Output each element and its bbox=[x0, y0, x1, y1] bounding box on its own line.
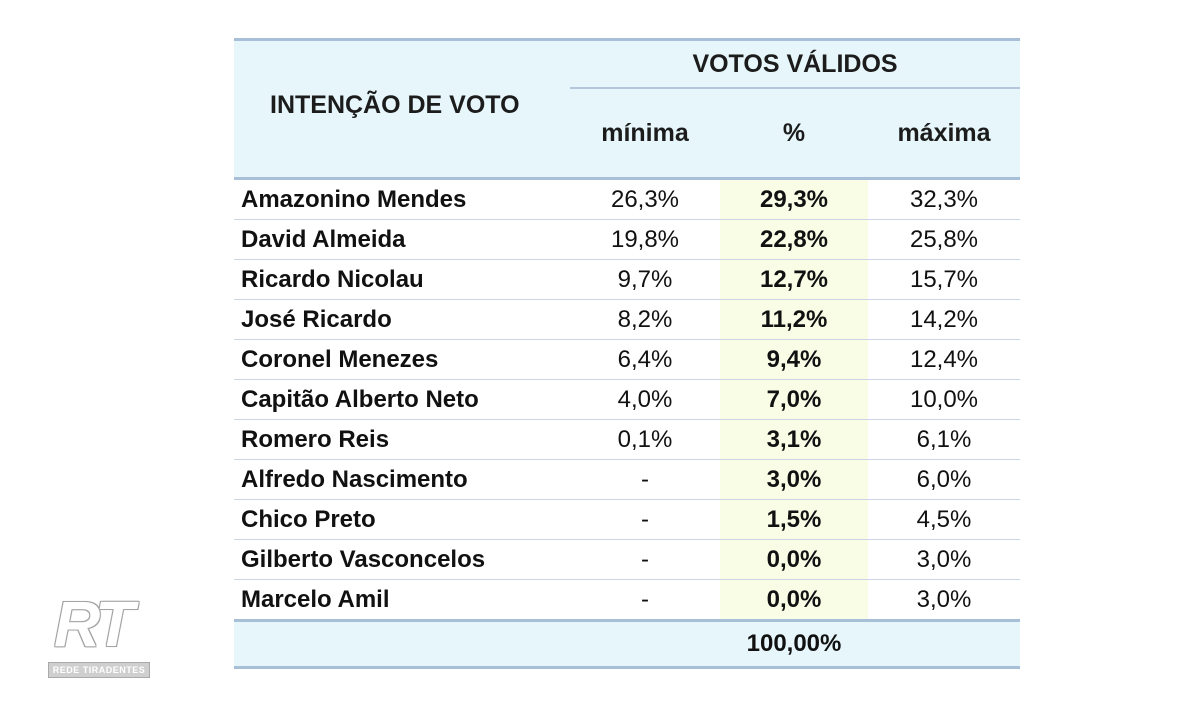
value-minima: 26,3% bbox=[570, 180, 720, 220]
value-maxima: 6,1% bbox=[868, 419, 1021, 460]
candidate-name: David Almeida bbox=[234, 219, 570, 260]
header-row-bottom: mínima % máxima bbox=[234, 88, 1021, 179]
candidate-name: Marcelo Amil bbox=[234, 579, 570, 621]
total-value: 100,00% bbox=[720, 619, 868, 669]
value-minima: - bbox=[570, 539, 720, 580]
column-header-minima: mínima bbox=[570, 88, 720, 179]
value-minima: 4,0% bbox=[570, 379, 720, 420]
value-maxima: 3,0% bbox=[868, 539, 1021, 580]
total-empty-cell bbox=[234, 619, 570, 669]
table-row: Marcelo Amil - 0,0% 3,0% bbox=[234, 579, 1021, 621]
table-row: Ricardo Nicolau 9,7% 12,7% 15,7% bbox=[234, 259, 1021, 300]
group-header-votos-validos: VOTOS VÁLIDOS bbox=[570, 38, 1021, 89]
value-maxima: 3,0% bbox=[868, 579, 1021, 621]
column-header-maxima: máxima bbox=[868, 88, 1021, 179]
poll-table: INTENÇÃO DE VOTO VOTOS VÁLIDOS mínima % … bbox=[234, 38, 1021, 669]
value-minima: 8,2% bbox=[570, 299, 720, 340]
value-percent: 22,8% bbox=[720, 219, 868, 260]
table-row: Alfredo Nascimento - 3,0% 6,0% bbox=[234, 459, 1021, 500]
value-maxima: 10,0% bbox=[868, 379, 1021, 420]
candidate-name: Ricardo Nicolau bbox=[234, 259, 570, 300]
value-minima: 6,4% bbox=[570, 339, 720, 380]
channel-logo: RT REDE TIRADENTES bbox=[48, 592, 170, 678]
table-row: Gilberto Vasconcelos - 0,0% 3,0% bbox=[234, 539, 1021, 580]
value-minima: 0,1% bbox=[570, 419, 720, 460]
value-minima: - bbox=[570, 459, 720, 500]
value-maxima: 12,4% bbox=[868, 339, 1021, 380]
candidate-name: Amazonino Mendes bbox=[234, 180, 570, 220]
poll-table-container: INTENÇÃO DE VOTO VOTOS VÁLIDOS mínima % … bbox=[234, 38, 1021, 669]
value-percent: 11,2% bbox=[720, 299, 868, 340]
candidate-name: Alfredo Nascimento bbox=[234, 459, 570, 500]
value-minima: 19,8% bbox=[570, 219, 720, 260]
table-row: José Ricardo 8,2% 11,2% 14,2% bbox=[234, 299, 1021, 340]
value-maxima: 25,8% bbox=[868, 219, 1021, 260]
total-empty-cell bbox=[868, 619, 1021, 669]
header-separator bbox=[234, 177, 1021, 181]
candidate-name: Coronel Menezes bbox=[234, 339, 570, 380]
table-row: Chico Preto - 1,5% 4,5% bbox=[234, 499, 1021, 540]
value-percent: 7,0% bbox=[720, 379, 868, 420]
value-maxima: 32,3% bbox=[868, 180, 1021, 220]
table-row: Capitão Alberto Neto 4,0% 7,0% 10,0% bbox=[234, 379, 1021, 420]
value-minima: 9,7% bbox=[570, 259, 720, 300]
value-percent: 0,0% bbox=[720, 579, 868, 621]
total-empty-cell bbox=[570, 619, 720, 669]
candidate-name: Romero Reis bbox=[234, 419, 570, 460]
value-percent: 3,1% bbox=[720, 419, 868, 460]
logo-mark: RT bbox=[54, 588, 134, 660]
total-row: 100,00% bbox=[234, 619, 1021, 669]
value-minima: - bbox=[570, 499, 720, 540]
value-maxima: 6,0% bbox=[868, 459, 1021, 500]
table-row: David Almeida 19,8% 22,8% 25,8% bbox=[234, 219, 1021, 260]
value-percent: 29,3% bbox=[720, 180, 868, 220]
value-maxima: 15,7% bbox=[868, 259, 1021, 300]
value-percent: 1,5% bbox=[720, 499, 868, 540]
value-percent: 3,0% bbox=[720, 459, 868, 500]
candidate-name: Gilberto Vasconcelos bbox=[234, 539, 570, 580]
header-row-top: INTENÇÃO DE VOTO VOTOS VÁLIDOS bbox=[234, 38, 1021, 179]
value-percent: 0,0% bbox=[720, 539, 868, 580]
logo-caption: REDE TIRADENTES bbox=[48, 662, 150, 678]
value-percent: 9,4% bbox=[720, 339, 868, 380]
table-row: Amazonino Mendes 26,3% 29,3% 32,3% bbox=[234, 180, 1021, 220]
value-percent: 12,7% bbox=[720, 259, 868, 300]
table-title: INTENÇÃO DE VOTO bbox=[234, 38, 570, 179]
value-minima: - bbox=[570, 579, 720, 621]
candidate-name: Capitão Alberto Neto bbox=[234, 379, 570, 420]
candidate-name: Chico Preto bbox=[234, 499, 570, 540]
table-row: Romero Reis 0,1% 3,1% 6,1% bbox=[234, 419, 1021, 460]
value-maxima: 4,5% bbox=[868, 499, 1021, 540]
column-header-percent: % bbox=[720, 88, 868, 179]
table-row: Coronel Menezes 6,4% 9,4% 12,4% bbox=[234, 339, 1021, 380]
candidate-name: José Ricardo bbox=[234, 299, 570, 340]
value-maxima: 14,2% bbox=[868, 299, 1021, 340]
